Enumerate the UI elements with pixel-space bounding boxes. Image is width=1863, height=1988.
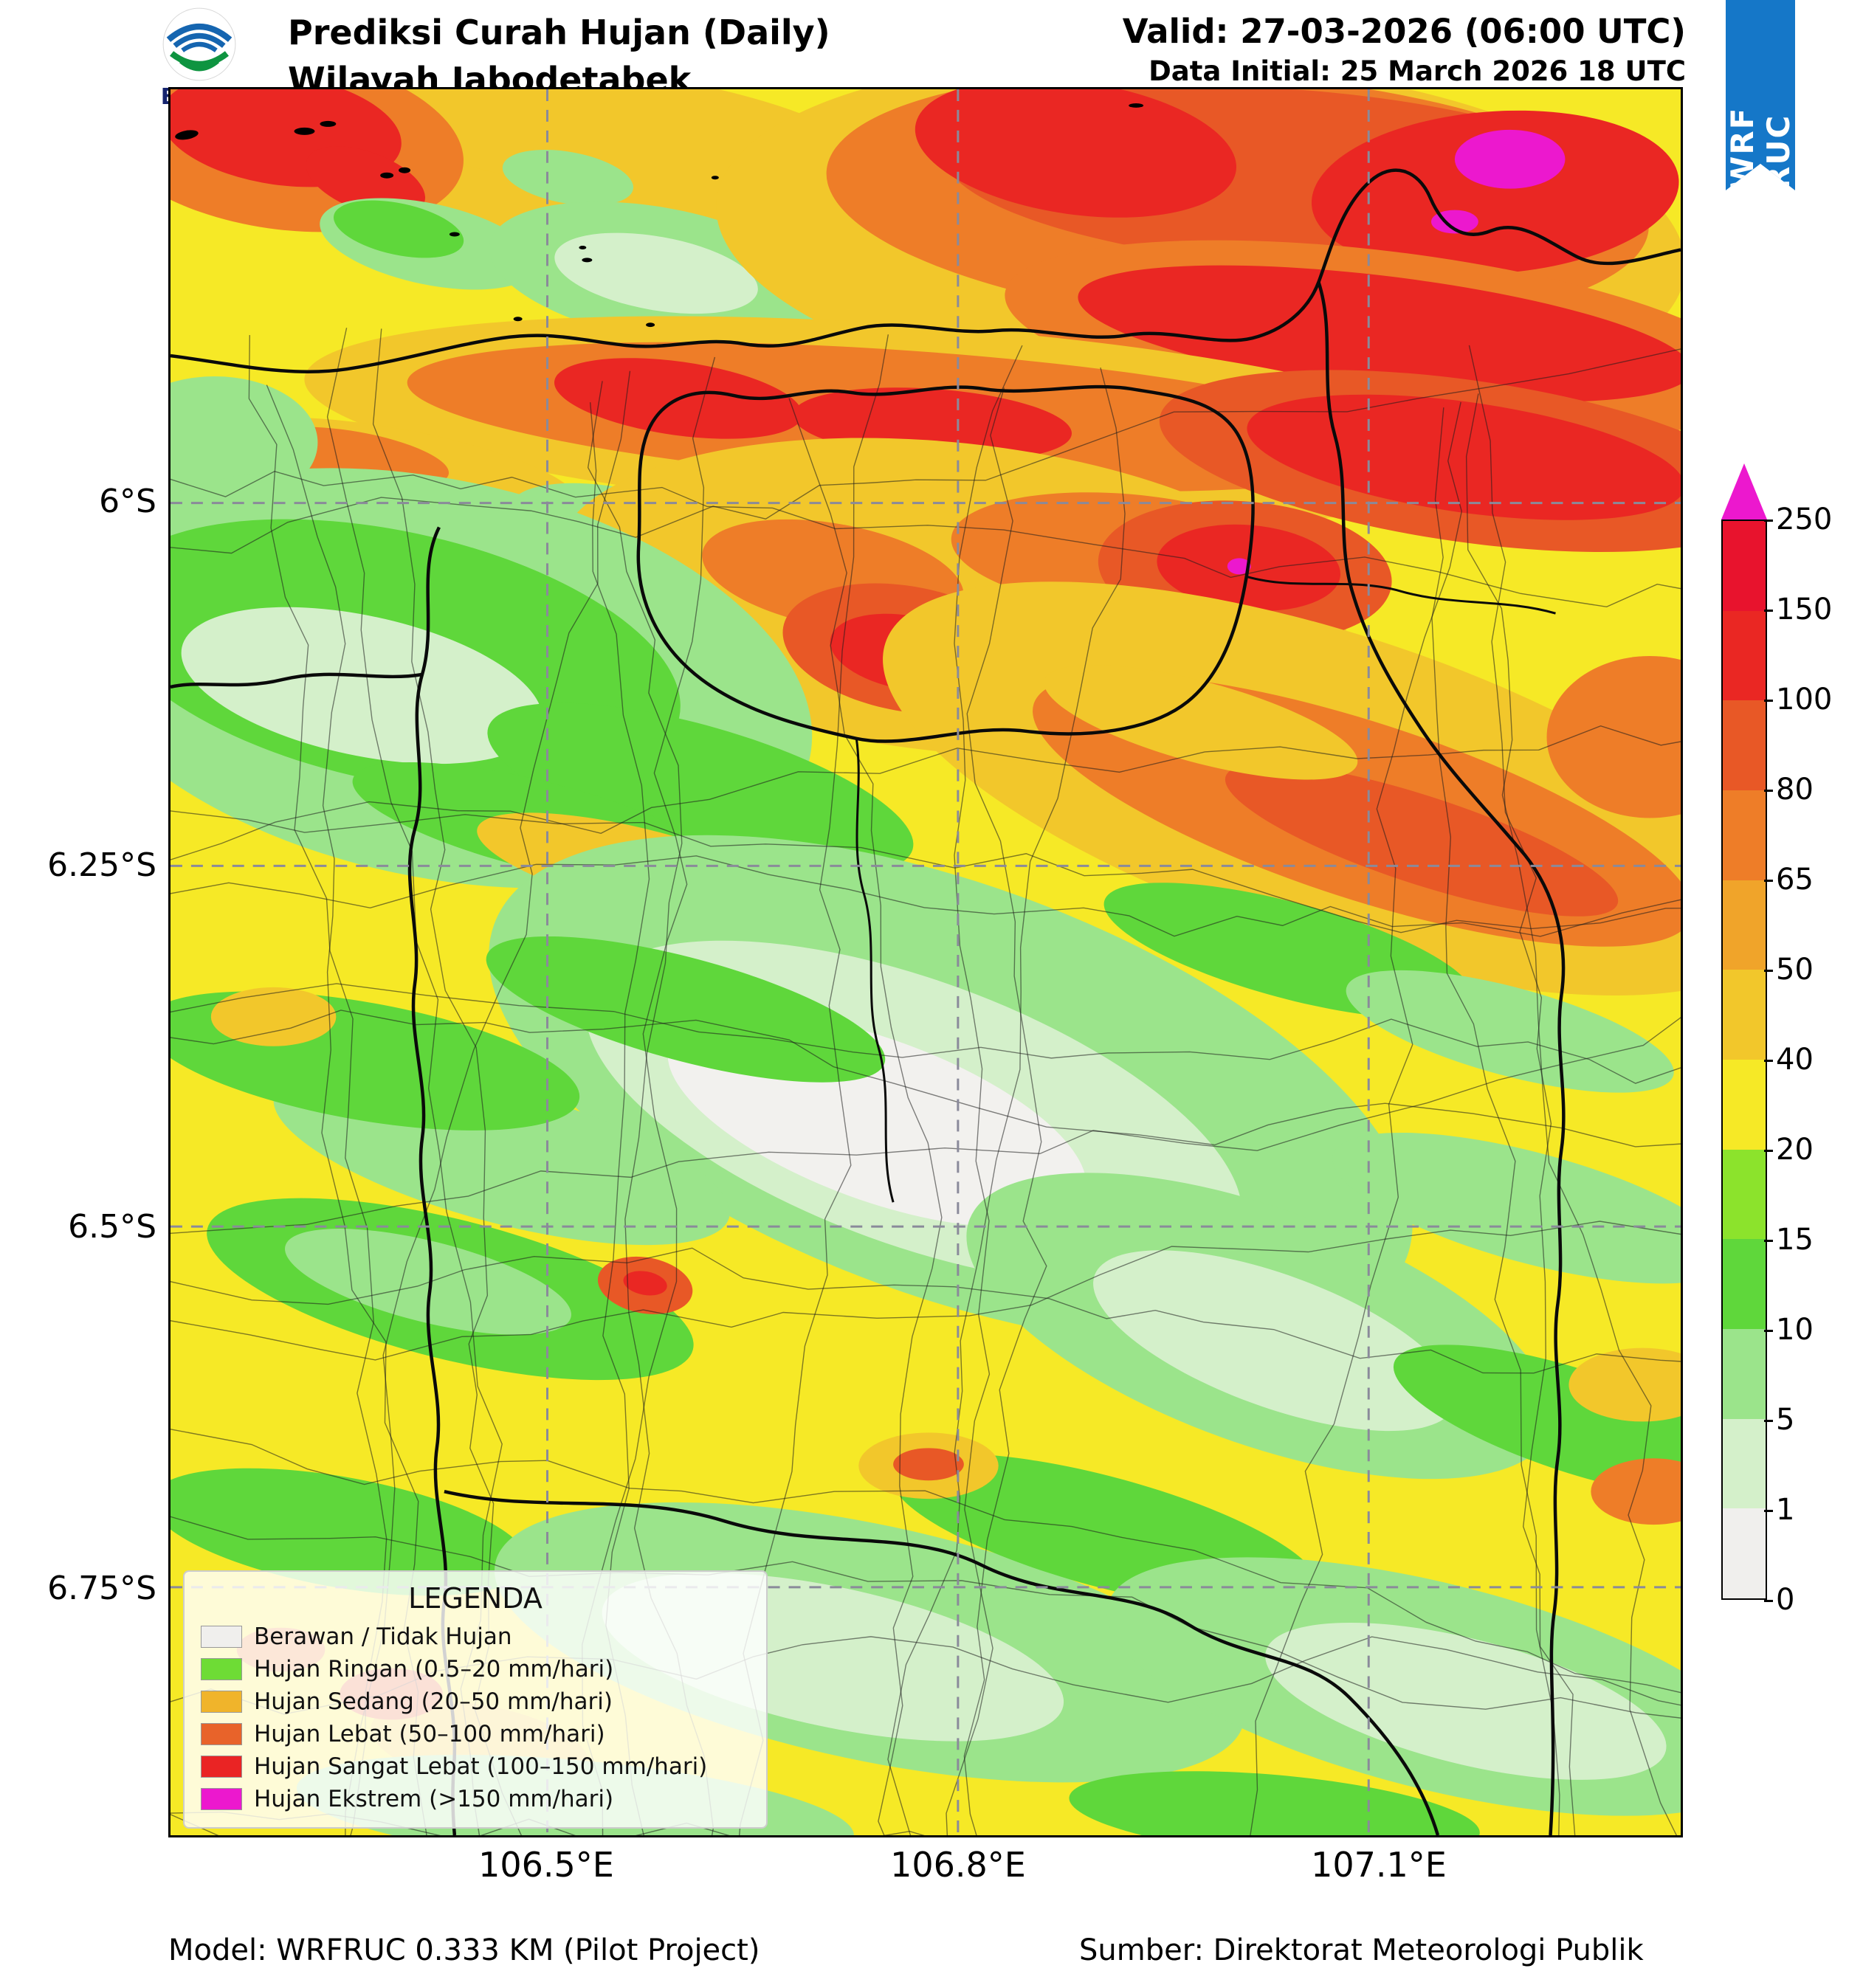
legend-swatch-ekstrem xyxy=(201,1788,242,1810)
wrf-ruc-ribbon: WRF RUC xyxy=(1726,0,1795,190)
south-boundary xyxy=(444,1489,1440,1835)
legend-item: Hujan Ekstrem (>150 mm/hari) xyxy=(201,1783,750,1815)
x-tick-1068e: 106.8°E xyxy=(890,1845,1026,1885)
legend-item: Hujan Sangat Lebat (100–150 mm/hari) xyxy=(201,1750,750,1783)
y-tick-6s: 6°S xyxy=(99,483,156,520)
validity-block: Valid: 27-03-2026 (06:00 UTC) Data Initi… xyxy=(1123,10,1686,90)
x-tick-1071e: 107.1°E xyxy=(1311,1845,1447,1885)
district-boundaries-mesh xyxy=(171,328,1681,1835)
colorbar-tick: 100 xyxy=(1764,682,1832,717)
y-tick-65s: 6.5°S xyxy=(68,1208,156,1246)
west-branch-boundary xyxy=(171,672,423,689)
x-tick-1065e: 106.5°E xyxy=(478,1845,614,1885)
colorbar-tick: 50 xyxy=(1764,952,1814,987)
legend-label: Hujan Sangat Lebat (100–150 mm/hari) xyxy=(254,1753,708,1780)
colorbar-tick: 20 xyxy=(1764,1132,1814,1167)
legend-swatch-sangat-lebat xyxy=(201,1756,242,1778)
coastline xyxy=(171,168,1681,373)
colorbar-tick: 5 xyxy=(1764,1402,1794,1437)
legend-item: Hujan Sedang (20–50 mm/hari) xyxy=(201,1685,750,1718)
legend-swatch-lebat xyxy=(201,1723,242,1745)
legend-item: Berawan / Tidak Hujan xyxy=(201,1621,750,1653)
legend-label: Hujan Lebat (50–100 mm/hari) xyxy=(254,1721,605,1747)
colorbar-tick: 150 xyxy=(1764,592,1832,627)
ribbon-label: WRF RUC xyxy=(1724,106,1797,190)
colorbar-tick: 40 xyxy=(1764,1042,1814,1077)
legend-swatch-berawan xyxy=(201,1626,242,1648)
legend-label: Hujan Ekstrem (>150 mm/hari) xyxy=(254,1786,614,1812)
seribu-islands xyxy=(175,103,1144,328)
data-initial-time: Data Initial: 25 March 2026 18 UTC xyxy=(1149,55,1686,87)
kabupaten-boundaries xyxy=(855,575,1556,1203)
colorbar-tick: 250 xyxy=(1764,502,1832,537)
legend-label: Hujan Ringan (0.5–20 mm/hari) xyxy=(254,1656,614,1682)
colorbar-tick: 0 xyxy=(1764,1582,1794,1618)
title-line1: Prediksi Curah Hujan (Daily) xyxy=(288,13,830,52)
legend-item: Hujan Lebat (50–100 mm/hari) xyxy=(201,1718,750,1750)
legend-title: LEGENDA xyxy=(408,1582,543,1615)
y-tick-625s: 6.25°S xyxy=(47,846,156,884)
y-tick-675s: 6.75°S xyxy=(47,1570,156,1607)
legend-swatch-sedang xyxy=(201,1691,242,1713)
graticule xyxy=(171,89,1681,1835)
colorbar-tick: 10 xyxy=(1764,1312,1814,1347)
bmkg-logo-icon xyxy=(162,7,236,81)
colorbar-over-arrow xyxy=(1721,463,1767,520)
legend-item: Hujan Ringan (0.5–20 mm/hari) xyxy=(201,1653,750,1685)
legend-box: LEGENDA Berawan / Tidak Hujan Hujan Ring… xyxy=(183,1570,768,1829)
colorbar-tick: 1 xyxy=(1764,1492,1794,1528)
valid-time: Valid: 27-03-2026 (06:00 UTC) xyxy=(1122,12,1686,51)
model-info: Model: WRFRUC 0.333 KM (Pilot Project) xyxy=(168,1933,760,1967)
jakarta-boundary xyxy=(636,384,1255,743)
colorbar-tick: 65 xyxy=(1764,862,1814,897)
legend-label: Hujan Sedang (20–50 mm/hari) xyxy=(254,1688,613,1715)
colorbar-tick: 15 xyxy=(1764,1222,1814,1257)
source-info: Sumber: Direktorat Meteorologi Publik xyxy=(1079,1933,1644,1967)
legend-swatch-ringan xyxy=(201,1658,242,1680)
east-boundary xyxy=(1317,281,1566,1835)
colorbar-segments xyxy=(1721,520,1767,1600)
legend-label: Berawan / Tidak Hujan xyxy=(254,1623,512,1650)
colorbar-tick: 80 xyxy=(1764,772,1814,807)
